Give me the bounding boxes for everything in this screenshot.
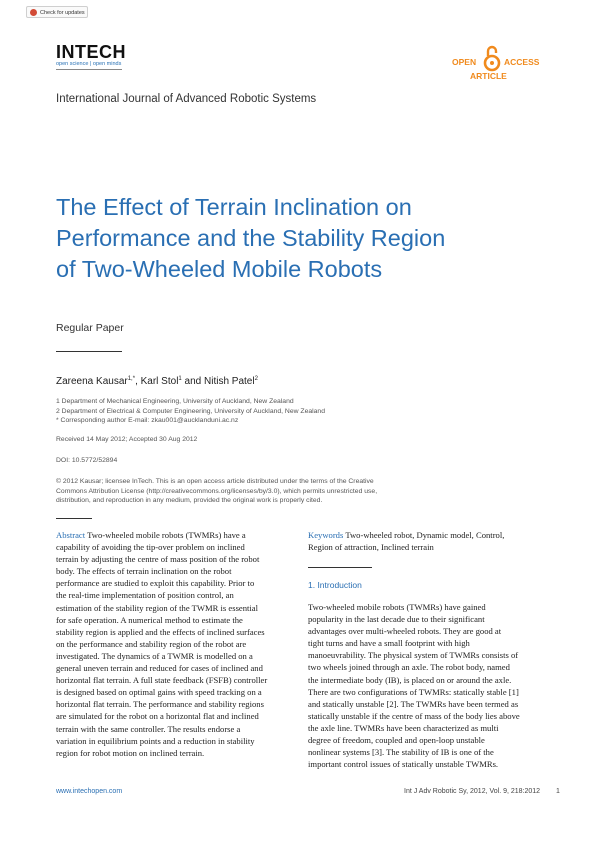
- abstract-line: for safe operation. A numerical method t…: [56, 614, 243, 625]
- check-for-updates-label: Check for updates: [40, 10, 85, 16]
- keywords-line: Region of attraction, Inclined terrain: [308, 542, 434, 553]
- intro-line: the axle line. TWMRs have been character…: [308, 722, 499, 733]
- doi[interactable]: DOI: 10.5772/52894: [56, 457, 118, 464]
- crossmark-icon: [30, 9, 37, 16]
- abstract-line: general uneven terrain and reduced for c…: [56, 663, 263, 674]
- page-number: 1: [555, 788, 560, 795]
- abstract-line: horizontal flat terrain. A full state fe…: [56, 675, 268, 686]
- affiliation-line: 2 Department of Electrical & Computer En…: [56, 407, 325, 415]
- received-dates: Received 14 May 2012; Accepted 30 Aug 20…: [56, 436, 198, 443]
- abstract-line: body. The effects of terrain inclination…: [56, 566, 232, 577]
- keywords-rule: [308, 567, 372, 568]
- paper-type-rule: [56, 351, 122, 352]
- abstract: Abstract Two-wheeled mobile robots (TWMR…: [56, 529, 288, 759]
- abstract-label: Abstract: [56, 530, 86, 540]
- abstract-line: investigated. The dynamics of a TWMR is …: [56, 650, 253, 661]
- open-access-right: ACCESS: [504, 57, 540, 67]
- intro-line: degree of freedom, coupled and open-loop…: [308, 735, 485, 746]
- introduction-body: Two-wheeled mobile robots (TWMRs) have g…: [308, 601, 540, 770]
- author-name: Karl Stol: [140, 376, 179, 387]
- intro-line: statically unstable if the centre of mas…: [308, 710, 520, 721]
- abstract-line: on the performance and stability region …: [56, 638, 247, 649]
- abstract-line: variation in equilibrium points and a re…: [56, 735, 255, 746]
- abstract-line: the real-time implementation of position…: [56, 590, 234, 601]
- abstract-line: horizontal flat terrain. The performance…: [56, 699, 264, 710]
- affiliations: 1 Department of Mechanical Engineering, …: [56, 397, 325, 426]
- footer-journal-ref: Int J Adv Robotic Sy, 2012, Vol. 9, 218:…: [404, 788, 541, 795]
- keywords-line: Two-wheeled robot, Dynamic model, Contro…: [345, 530, 505, 540]
- license-line: © 2012 Kausar; licensee InTech. This is …: [56, 478, 374, 485]
- intro-line: advantages over multi-wheeled robots. Th…: [308, 626, 502, 637]
- footer-citation: Int J Adv Robotic Sy, 2012, Vol. 9, 218:…: [404, 788, 560, 795]
- intro-line: Two-wheeled mobile robots (TWMRs) have g…: [308, 602, 486, 612]
- intro-line: manoeuvrability. The physical system of …: [308, 650, 519, 661]
- open-access-left: OPEN: [452, 57, 477, 67]
- license-line: distribution, and reproduction in any me…: [56, 497, 323, 504]
- footer-url[interactable]: www.intechopen.com: [56, 788, 123, 795]
- abstract-line: estimation of the stability region of th…: [56, 602, 258, 613]
- abstract-line: performance are studied to exploit this …: [56, 578, 255, 589]
- author-separator: and: [181, 376, 205, 387]
- abstract-line: terrain with the same controller. The re…: [56, 723, 241, 734]
- section-heading: 1. Introduction: [308, 580, 362, 590]
- author-affiliation-mark: 1,*: [127, 376, 136, 382]
- corresponding-author: * Corresponding author E-mail: zkau001@a…: [56, 417, 239, 424]
- author-name: Zareena Kausar: [56, 376, 128, 387]
- abstract-line: Two-wheeled mobile robots (TWMRs) have a: [87, 530, 246, 540]
- article-type-badge: ARTICLE: [470, 71, 507, 81]
- logo-divider: [56, 69, 122, 70]
- abstract-line: terrain by adjusting the centre of mass …: [56, 554, 260, 565]
- abstract-line: region for robot motion on inclined terr…: [56, 747, 205, 758]
- check-for-updates-badge[interactable]: Check for updates: [26, 6, 88, 18]
- author-affiliation-mark: 2: [254, 376, 258, 382]
- intro-line: two wheels joined through an axle. The r…: [308, 662, 510, 673]
- intro-line: There are two configurations of TWMRs: s…: [308, 686, 519, 697]
- open-lock-icon: [483, 45, 501, 72]
- abstract-rule: [56, 518, 92, 519]
- license-text: © 2012 Kausar; licensee InTech. This is …: [56, 477, 377, 506]
- title-line: of Two-Wheeled Mobile Robots: [56, 256, 383, 282]
- author-affiliation-mark: 1: [178, 376, 182, 382]
- paper-type: Regular Paper: [56, 322, 124, 334]
- intro-line: the intermediate body (IB), is placed on…: [308, 674, 512, 685]
- author-list: Zareena Kausar1,*, Karl Stol1 and Nitish…: [56, 376, 258, 387]
- intro-line: nonlinear systems [3]. The stability of …: [308, 747, 494, 758]
- intech-logo: INTECH: [56, 42, 126, 62]
- abstract-line: is designed based on optimal gains with …: [56, 687, 262, 698]
- intro-line: popularity in the last decade due to the…: [308, 614, 485, 625]
- abstract-line: are simulated for the robot on a horizon…: [56, 711, 259, 722]
- affiliation-line: 1 Department of Mechanical Engineering, …: [56, 398, 294, 405]
- keywords: Keywords Two-wheeled robot, Dynamic mode…: [308, 529, 540, 553]
- paper-title: The Effect of Terrain Inclination on Per…: [56, 192, 536, 285]
- license-line: Commons Attribution License (http://crea…: [56, 487, 378, 495]
- keywords-label: Keywords: [308, 530, 344, 540]
- author-name: Nitish Patel: [204, 376, 255, 387]
- author-separator: ,: [135, 376, 141, 387]
- intro-line: and statically unstable [2]. The TWMRs h…: [308, 698, 519, 709]
- abstract-line: capability of avoiding the tip-over prob…: [56, 542, 245, 553]
- title-line: Performance and the Stability Region: [56, 225, 446, 251]
- abstract-line: stability region is applied and the effe…: [56, 626, 265, 637]
- title-line: The Effect of Terrain Inclination on: [56, 194, 412, 220]
- intro-line: important control issues of statically u…: [308, 759, 499, 770]
- intech-tagline: open science | open minds: [56, 61, 122, 67]
- intro-line: tight turns and have a small footprint w…: [308, 638, 470, 649]
- journal-name: International Journal of Advanced Roboti…: [56, 93, 317, 105]
